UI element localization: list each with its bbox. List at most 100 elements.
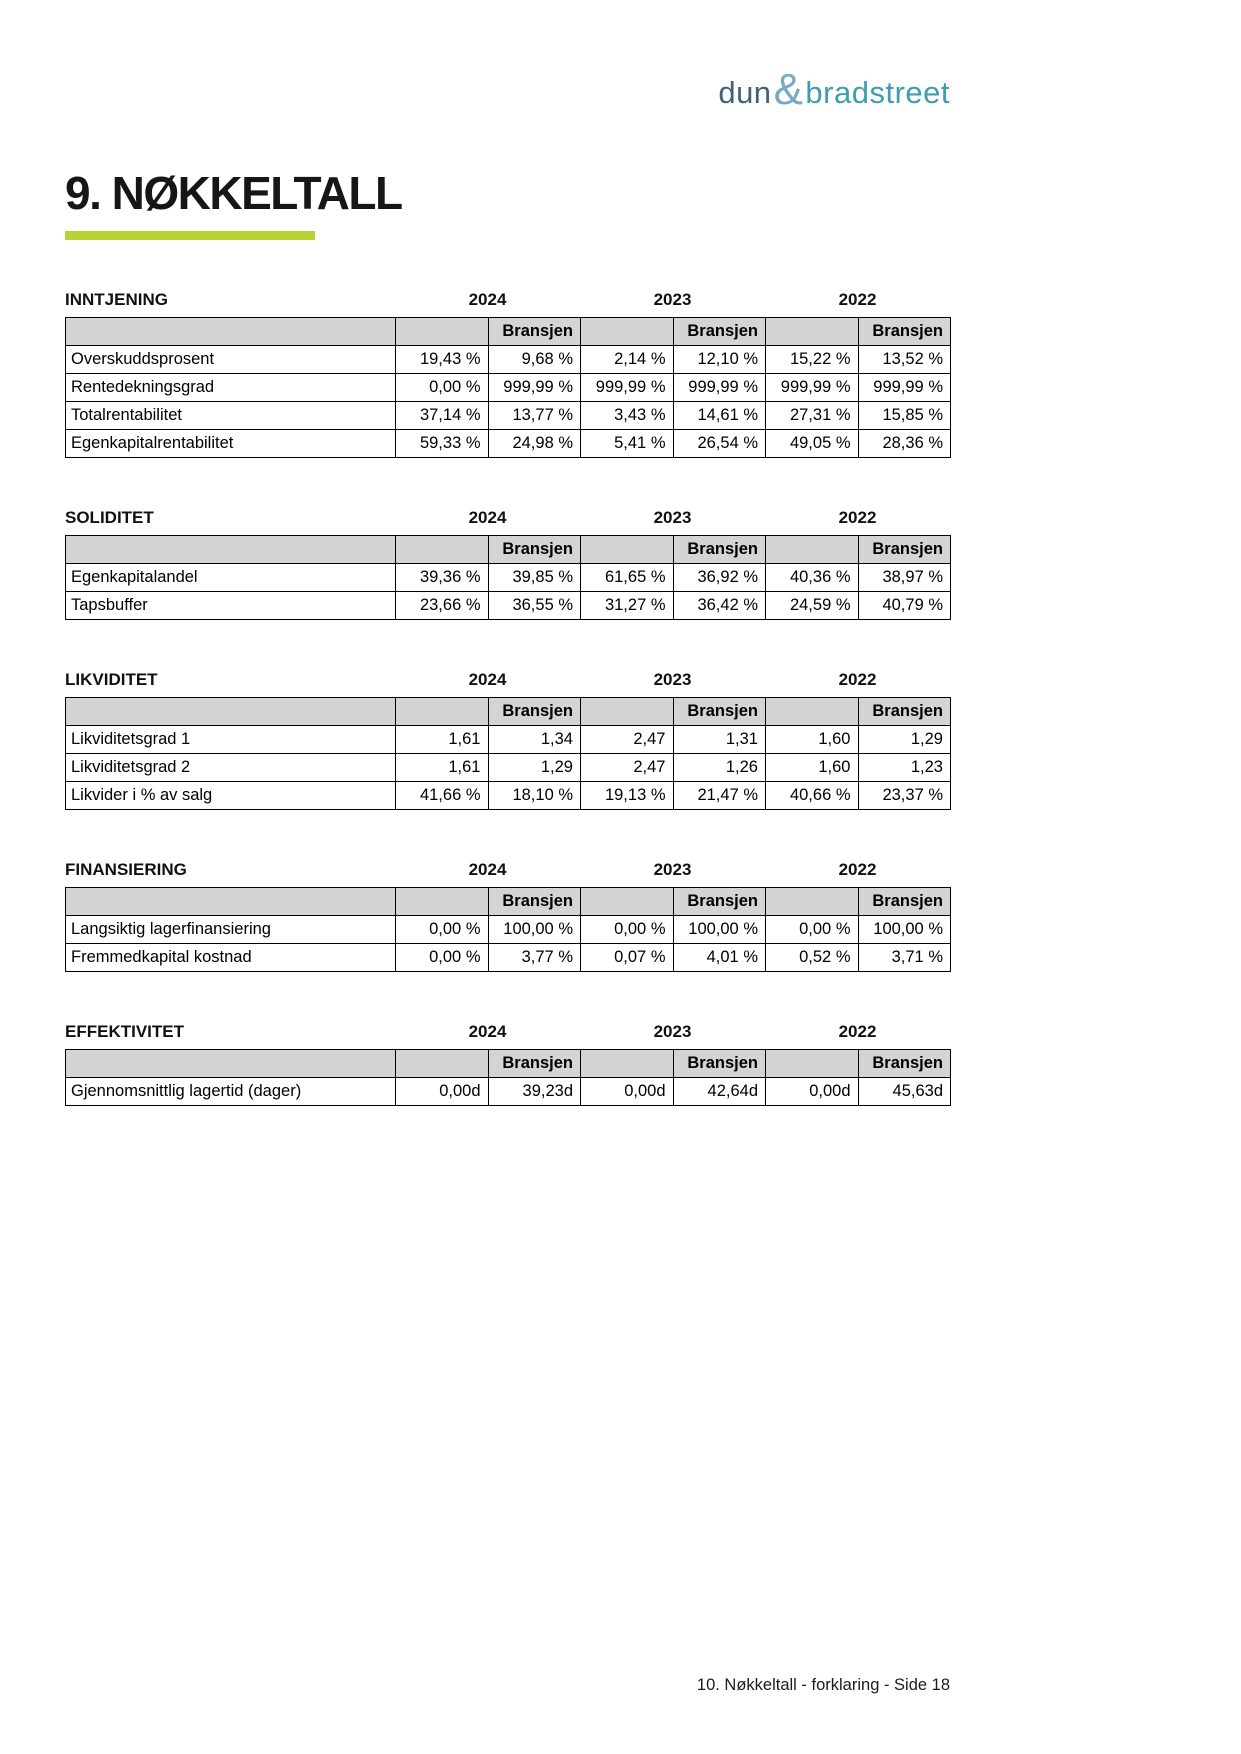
- row-value: 26,54 %: [672, 429, 766, 458]
- bransjen-header: Bransjen: [487, 697, 581, 726]
- table-row: Totalrentabilitet 37,14 % 13,77 % 3,43 % 14,…: [65, 401, 951, 430]
- row-value: 28,36 %: [857, 429, 951, 458]
- section-title: INNTJENING: [65, 290, 168, 309]
- row-value: 3,43 %: [580, 401, 674, 430]
- row-value: 100,00 %: [672, 915, 766, 944]
- row-value: 1,23: [857, 753, 951, 782]
- year-label: 2022: [838, 1022, 877, 1041]
- bransjen-header: Bransjen: [487, 887, 581, 916]
- year-label: 2024: [468, 670, 507, 689]
- header-empty-cell: [65, 887, 396, 916]
- table-body: Gjennomsnittlig lagertid (dager) 0,00d 39,…: [65, 1077, 951, 1106]
- table-body: Langsiktig lagerfinansiering 0,00 % 100,00…: [65, 915, 951, 972]
- bransjen-header: Bransjen: [857, 697, 951, 726]
- row-value: 999,99 %: [580, 373, 674, 402]
- bransjen-header: Bransjen: [672, 317, 766, 346]
- row-label: Likviditetsgrad 2: [65, 753, 396, 782]
- header-empty-cell: [395, 887, 489, 916]
- kpi-section: FINANSIERING 2024 2023 2022 Bransjen Bra…: [65, 860, 951, 972]
- row-value: 13,77 %: [487, 401, 581, 430]
- row-value: 19,13 %: [580, 781, 674, 810]
- row-value: 999,99 %: [857, 373, 951, 402]
- year-label: 2024: [468, 860, 507, 879]
- row-value: 2,47: [580, 753, 674, 782]
- row-value: 14,61 %: [672, 401, 766, 430]
- row-value: 999,99 %: [765, 373, 859, 402]
- bransjen-header: Bransjen: [487, 535, 581, 564]
- table-row: Overskuddsprosent 19,43 % 9,68 % 2,14 % 12,1…: [65, 345, 951, 374]
- row-value: 0,52 %: [765, 943, 859, 972]
- logo-text-dun: dun: [718, 74, 772, 110]
- bransjen-header: Bransjen: [672, 535, 766, 564]
- section-title: LIKVIDITET: [65, 670, 158, 689]
- header-empty-cell: [65, 1049, 396, 1078]
- title-accent-bar: [65, 231, 315, 240]
- row-label: Tapsbuffer: [65, 591, 396, 620]
- row-value: 1,60: [765, 753, 859, 782]
- bransjen-header: Bransjen: [857, 887, 951, 916]
- table-header-row: Bransjen Bransjen Bransjen: [65, 887, 951, 916]
- row-value: 36,42 %: [672, 591, 766, 620]
- row-value: 31,27 %: [580, 591, 674, 620]
- header-empty-cell: [765, 1049, 859, 1078]
- row-label: Totalrentabilitet: [65, 401, 396, 430]
- bransjen-header: Bransjen: [487, 317, 581, 346]
- header-empty-cell: [580, 1049, 674, 1078]
- sections: INNTJENING 2024 2023 2022 Bransjen Brans…: [65, 290, 951, 1106]
- header-empty-cell: [65, 697, 396, 726]
- section-title: EFFEKTIVITET: [65, 1022, 184, 1041]
- row-value: 18,10 %: [487, 781, 581, 810]
- year-label: 2024: [468, 508, 507, 527]
- row-value: 21,47 %: [672, 781, 766, 810]
- table-row: Egenkapitalrentabilitet 59,33 % 24,98 % 5,4…: [65, 429, 951, 458]
- section-header: LIKVIDITET 2024 2023 2022: [65, 670, 950, 690]
- section-header: FINANSIERING 2024 2023 2022: [65, 860, 950, 880]
- bransjen-header: Bransjen: [487, 1049, 581, 1078]
- header-empty-cell: [580, 317, 674, 346]
- header-empty-cell: [395, 697, 489, 726]
- year-label: 2024: [468, 1022, 507, 1041]
- table-row: Egenkapitalandel 39,36 % 39,85 % 61,65 % 36,…: [65, 563, 951, 592]
- page-title: 9. NØKKELTALL: [65, 167, 403, 219]
- table-header-row: Bransjen Bransjen Bransjen: [65, 697, 951, 726]
- table-row: Gjennomsnittlig lagertid (dager) 0,00d 39,…: [65, 1077, 951, 1106]
- row-label: Rentedekningsgrad: [65, 373, 396, 402]
- bransjen-header: Bransjen: [857, 1049, 951, 1078]
- kpi-section: SOLIDITET 2024 2023 2022 Bransjen Bransj…: [65, 508, 951, 620]
- year-label: 2023: [653, 670, 692, 689]
- row-value: 2,47: [580, 725, 674, 754]
- row-value: 999,99 %: [672, 373, 766, 402]
- row-value: 999,99 %: [487, 373, 581, 402]
- row-value: 23,66 %: [395, 591, 489, 620]
- table-row: Tapsbuffer 23,66 % 36,55 % 31,27 % 36,42 % 24…: [65, 591, 951, 620]
- row-value: 41,66 %: [395, 781, 489, 810]
- bransjen-header: Bransjen: [672, 697, 766, 726]
- row-value: 4,01 %: [672, 943, 766, 972]
- row-value: 38,97 %: [857, 563, 951, 592]
- header-empty-cell: [580, 535, 674, 564]
- row-value: 0,00d: [580, 1077, 674, 1106]
- row-value: 3,77 %: [487, 943, 581, 972]
- header-empty-cell: [580, 697, 674, 726]
- row-value: 42,64d: [672, 1077, 766, 1106]
- row-value: 1,31: [672, 725, 766, 754]
- row-value: 40,36 %: [765, 563, 859, 592]
- row-value: 36,92 %: [672, 563, 766, 592]
- header-empty-cell: [765, 535, 859, 564]
- row-value: 27,31 %: [765, 401, 859, 430]
- row-value: 1,61: [395, 725, 489, 754]
- row-value: 1,29: [487, 753, 581, 782]
- row-value: 59,33 %: [395, 429, 489, 458]
- table-header-row: Bransjen Bransjen Bransjen: [65, 1049, 951, 1078]
- year-label: 2023: [653, 508, 692, 527]
- table-row: Rentedekningsgrad 0,00 % 999,99 % 999,99 % 9…: [65, 373, 951, 402]
- year-label: 2023: [653, 1022, 692, 1041]
- row-value: 0,00 %: [395, 373, 489, 402]
- header-empty-cell: [765, 697, 859, 726]
- header-empty-cell: [395, 1049, 489, 1078]
- row-value: 45,63d: [857, 1077, 951, 1106]
- row-value: 13,52 %: [857, 345, 951, 374]
- row-value: 39,85 %: [487, 563, 581, 592]
- year-label: 2022: [838, 290, 877, 309]
